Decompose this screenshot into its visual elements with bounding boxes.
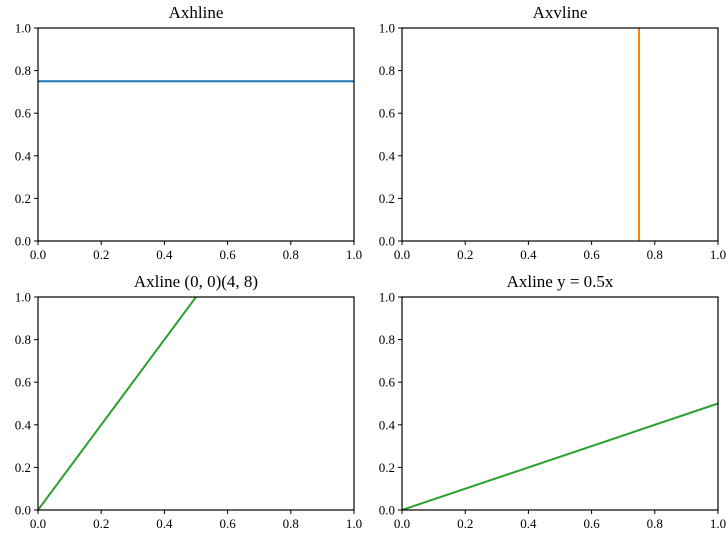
- x-tick-label: 0.2: [457, 247, 473, 262]
- y-tick-label: 0.0: [379, 503, 395, 518]
- y-tick-label: 0.6: [15, 106, 32, 121]
- x-tick-label: 0.6: [219, 247, 236, 262]
- x-tick-label: 0.0: [30, 247, 46, 262]
- axes-axline-slope: 0.0 0.2 0.4 0.6 0.8 1.0 0.0 0.2 0.4 0.6 0.8 1.0: [379, 293, 726, 531]
- x-tick-label: 1.0: [710, 516, 726, 531]
- y-tick-label: 0.2: [379, 460, 395, 475]
- y-tick-label: 0.0: [379, 234, 395, 249]
- y-tick-label: 0.2: [15, 460, 31, 475]
- axes-axvline: 0.0 0.2 0.4 0.6 0.8 1.0 0.0 0.2 0.4 0.6 0.8 1.0: [379, 24, 726, 262]
- x-tick-label: 1.0: [346, 516, 362, 531]
- x-tick-label: 0.4: [520, 247, 537, 262]
- axes-frame: [401, 296, 719, 511]
- subplot-axline-points: Axline (0, 0)(4, 8) 0.0 0.2 0.4 0.6 0.8 1.0 0.…: [0, 269, 364, 538]
- y-tick-label: 0.8: [15, 332, 31, 347]
- subplot-axhline: Axhline 0.0 0.2 0.4 0.6 0.8 1.0 0.0 0.2 0.4 0.6 0.…: [0, 0, 364, 269]
- x-tick-label: 0.8: [283, 247, 299, 262]
- y-tick-label: 0.6: [379, 375, 396, 390]
- x-tick-label: 1.0: [346, 247, 362, 262]
- x-tick-label: 0.0: [394, 247, 410, 262]
- subplot-axvline-title: Axvline: [532, 3, 588, 22]
- x-tick-label: 0.4: [156, 516, 173, 531]
- axes-frame: [37, 27, 355, 242]
- subplot-axline-points-title: Axline (0, 0)(4, 8): [133, 272, 259, 291]
- x-tick-label: 0.2: [93, 516, 109, 531]
- axes-frame: [37, 296, 355, 511]
- y-tick-label: 0.4: [379, 148, 396, 163]
- x-tick-label: 0.4: [520, 516, 537, 531]
- subplot-axhline-title: Axhline: [168, 3, 224, 22]
- y-tick-label: 0.6: [15, 375, 32, 390]
- y-tick-label: 0.6: [379, 106, 396, 121]
- y-tick-label: 0.4: [379, 417, 396, 432]
- y-tick-label: 0.8: [15, 63, 31, 78]
- x-tick-label: 0.6: [583, 247, 600, 262]
- x-tick-label: 0.2: [93, 247, 109, 262]
- y-tick-label: 0.2: [379, 191, 395, 206]
- y-tick-label: 0.0: [15, 503, 31, 518]
- x-tick-label: 0.4: [156, 247, 173, 262]
- y-tick-label: 1.0: [379, 293, 395, 305]
- data-line: [37, 296, 197, 511]
- subplot-axline-slope: Axline y = 0.5x 0.0 0.2 0.4 0.6 0.8 1.0 0.0 0.2…: [364, 269, 728, 538]
- x-tick-label: 0.8: [283, 516, 299, 531]
- y-tick-label: 1.0: [379, 24, 395, 36]
- x-tick-label: 1.0: [710, 247, 726, 262]
- x-tick-label: 0.6: [219, 516, 236, 531]
- subplot-axvline: Axvline 0.0 0.2 0.4 0.6 0.8 1.0 0.0 0.2 0.4 0.6 0.…: [364, 0, 728, 269]
- y-tick-label: 0.4: [15, 417, 32, 432]
- y-tick-label: 0.4: [15, 148, 32, 163]
- y-tick-label: 0.2: [15, 191, 31, 206]
- axes-axline-points: 0.0 0.2 0.4 0.6 0.8 1.0 0.0 0.2 0.4 0.6 0.8 1.0: [15, 293, 362, 531]
- y-tick-label: 0.8: [379, 63, 395, 78]
- data-line: [401, 402, 719, 511]
- axes-axhline: 0.0 0.2 0.4 0.6 0.8 1.0 0.0 0.2 0.4 0.6 0.8 1.0: [15, 24, 362, 262]
- x-tick-label: 0.8: [647, 516, 663, 531]
- axes-frame: [401, 27, 719, 242]
- x-tick-label: 0.8: [647, 247, 663, 262]
- subplot-axline-slope-title: Axline y = 0.5x: [506, 272, 614, 291]
- y-tick-label: 1.0: [15, 293, 31, 305]
- y-tick-label: 0.0: [15, 234, 31, 249]
- y-tick-label: 0.8: [379, 332, 395, 347]
- x-tick-label: 0.0: [30, 516, 46, 531]
- x-tick-label: 0.0: [394, 516, 410, 531]
- x-tick-label: 0.2: [457, 516, 473, 531]
- x-tick-label: 0.6: [583, 516, 600, 531]
- y-tick-label: 1.0: [15, 24, 31, 36]
